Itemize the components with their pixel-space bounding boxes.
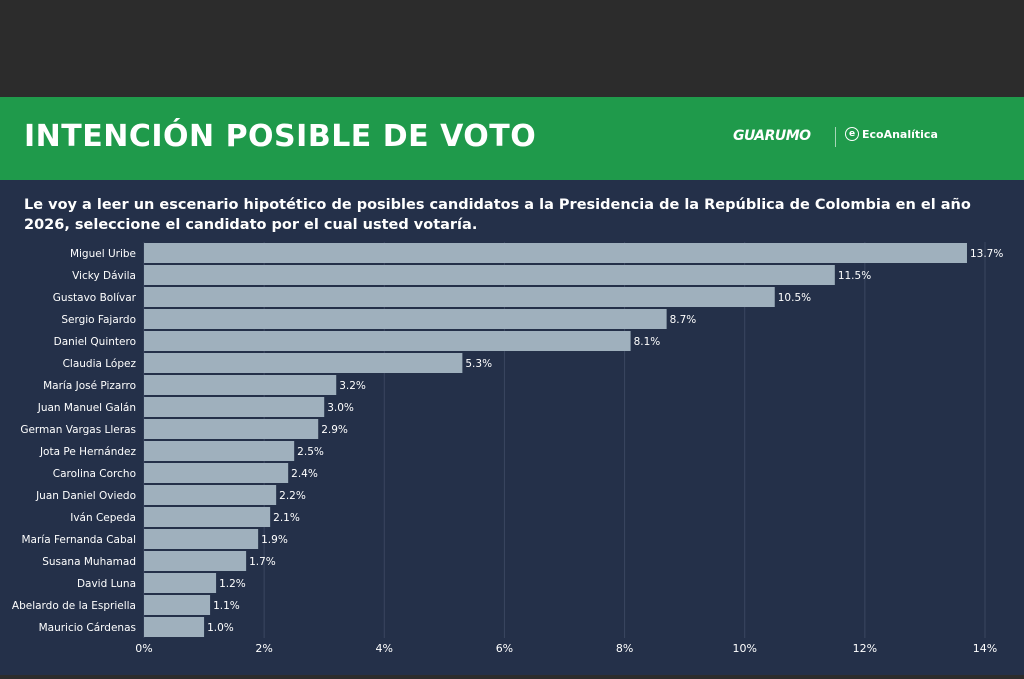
x-tick-label: 6% (496, 642, 513, 655)
bar (144, 617, 205, 637)
eco-logo-icon: e (845, 127, 859, 141)
value-label: 8.7% (670, 314, 697, 326)
x-tick-label: 12% (853, 642, 877, 655)
category-label: María José Pizarro (43, 380, 136, 392)
bar (144, 463, 289, 483)
bar (144, 551, 247, 571)
brand-logo-guarumo: GUARUMO (733, 128, 811, 144)
value-label: 1.9% (261, 534, 288, 546)
value-label: 5.3% (465, 358, 492, 370)
value-label: 13.7% (970, 248, 1003, 260)
page-title: INTENCIÓN POSIBLE DE VOTO (24, 119, 537, 154)
survey-question: Le voy a leer un escenario hipotético de… (24, 197, 971, 233)
value-label: 3.0% (327, 402, 354, 414)
category-label: Claudia López (63, 358, 137, 370)
category-label: Carolina Corcho (53, 468, 136, 480)
bar (144, 529, 259, 549)
value-label: 1.0% (207, 622, 234, 634)
value-label: 10.5% (778, 292, 811, 304)
x-tick-label: 0% (135, 642, 152, 655)
category-label: Susana Muhamad (42, 556, 136, 568)
bar (144, 331, 631, 351)
value-label: 11.5% (838, 270, 871, 282)
value-label: 2.9% (321, 424, 348, 436)
x-tick-label: 10% (732, 642, 756, 655)
value-label: 2.1% (273, 512, 300, 524)
category-label: Jota Pe Hernández (39, 446, 137, 458)
category-label: Miguel Uribe (70, 248, 136, 260)
category-label: Sergio Fajardo (61, 314, 136, 326)
bar (144, 353, 463, 373)
value-label: 2.5% (297, 446, 324, 458)
bar (144, 485, 277, 505)
x-tick-label: 14% (973, 642, 997, 655)
bar (144, 375, 337, 395)
brand-divider (835, 127, 836, 147)
x-tick-label: 2% (255, 642, 272, 655)
x-tick-label: 8% (616, 642, 633, 655)
bar (144, 243, 967, 263)
x-tick-label: 4% (376, 642, 393, 655)
bar (144, 265, 835, 285)
category-label: Vicky Dávila (72, 270, 136, 282)
bar (144, 397, 325, 417)
header-banner: INTENCIÓN POSIBLE DE VOTO GUARUMO e EcoA… (0, 97, 1024, 180)
bar (144, 419, 319, 439)
value-label: 1.2% (219, 578, 246, 590)
chart-panel: Le voy a leer un escenario hipotético de… (0, 180, 1024, 675)
category-label: María Fernanda Cabal (21, 534, 136, 546)
category-label: Iván Cepeda (70, 512, 136, 524)
brand-secondary-label: EcoAnalítica (862, 127, 938, 141)
bar (144, 595, 211, 615)
value-label: 2.2% (279, 490, 306, 502)
bar (144, 573, 217, 593)
category-label: David Luna (77, 578, 136, 590)
category-label: German Vargas Lleras (20, 424, 136, 436)
category-label: Mauricio Cárdenas (39, 622, 136, 634)
value-label: 1.7% (249, 556, 276, 568)
bar (144, 507, 271, 527)
category-label: Juan Daniel Oviedo (35, 490, 136, 502)
value-label: 3.2% (339, 380, 366, 392)
value-label: 2.4% (291, 468, 318, 480)
bottom-bar (0, 675, 1024, 679)
value-label: 8.1% (634, 336, 661, 348)
category-label: Gustavo Bolívar (53, 292, 137, 304)
category-label: Abelardo de la Espriella (12, 600, 136, 612)
value-label: 1.1% (213, 600, 240, 612)
bar (144, 309, 667, 329)
brand-logo-ecoanalitica: e EcoAnalítica (845, 127, 938, 141)
bar (144, 441, 295, 461)
bar-chart: Miguel Uribe 13.7% Vicky Dávila 11.5% Gustav… (12, 242, 1003, 655)
category-label: Juan Manuel Galán (37, 402, 136, 414)
bar (144, 287, 775, 307)
category-label: Daniel Quintero (54, 336, 136, 348)
